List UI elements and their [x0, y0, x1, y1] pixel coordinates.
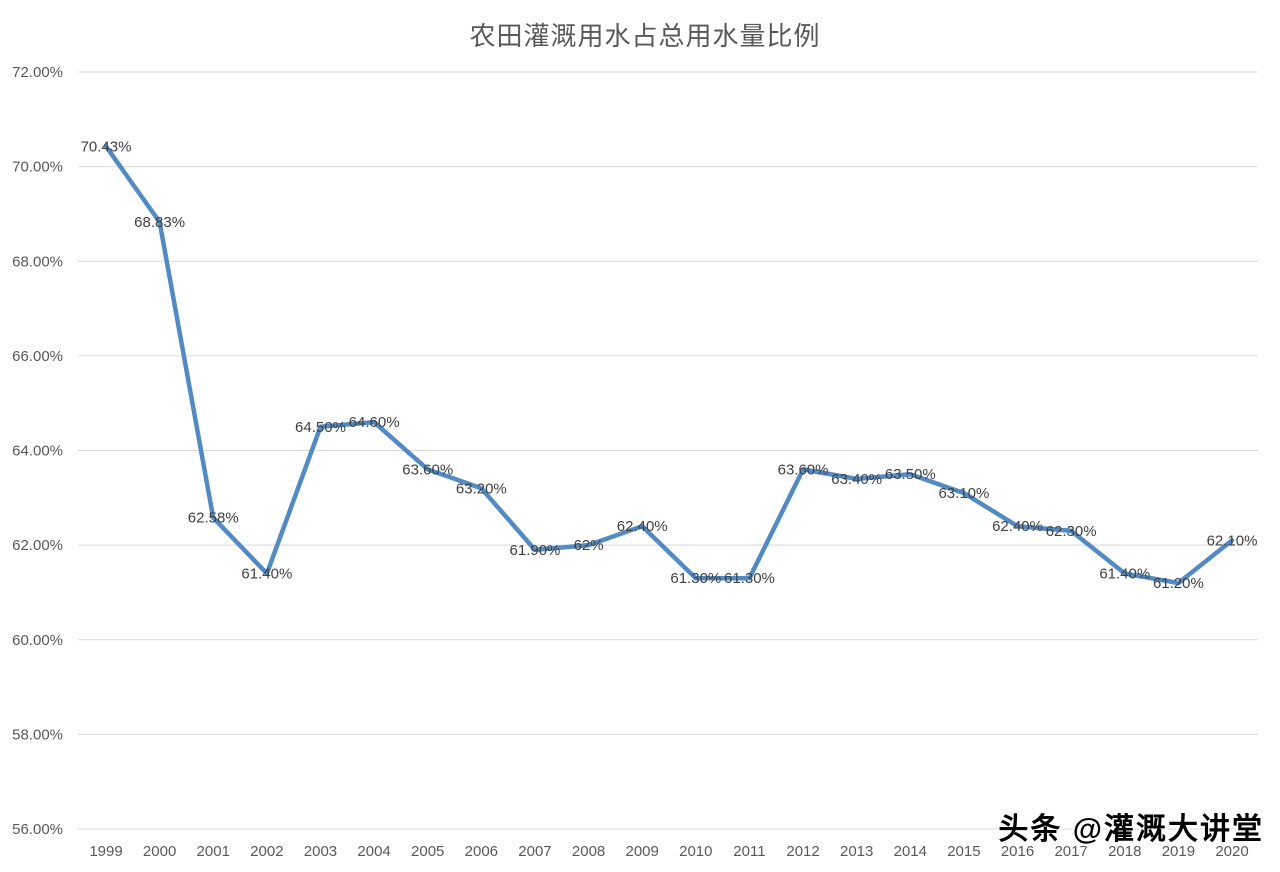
data-point-label: 63.20%	[456, 480, 507, 497]
x-tick-label: 2005	[411, 843, 444, 860]
x-tick-label: 2017	[1054, 843, 1087, 860]
data-point-label: 63.60%	[402, 461, 453, 478]
x-tick-label: 2012	[786, 843, 819, 860]
x-tick-label: 2006	[465, 843, 498, 860]
data-point-label: 61.40%	[1099, 566, 1150, 583]
data-point-label: 63.50%	[885, 466, 936, 483]
data-point-label: 61.30%	[670, 570, 721, 587]
data-point-label: 61.90%	[510, 542, 561, 559]
y-tick-label: 68.00%	[12, 253, 63, 270]
y-tick-label: 64.00%	[12, 443, 63, 460]
x-tick-label: 2001	[197, 843, 230, 860]
y-tick-label: 60.00%	[12, 632, 63, 649]
x-tick-label: 2015	[947, 843, 980, 860]
y-tick-label: 56.00%	[12, 821, 63, 838]
x-tick-label: 2013	[840, 843, 873, 860]
data-point-label: 61.20%	[1153, 575, 1204, 592]
x-tick-label: 2010	[679, 843, 712, 860]
data-point-label: 62.10%	[1207, 532, 1258, 549]
data-point-label: 61.30%	[724, 570, 775, 587]
data-point-label: 62.40%	[992, 518, 1043, 535]
chart-title: 农田灌溉用水占总用水量比例	[469, 21, 821, 51]
y-tick-label: 62.00%	[12, 537, 63, 554]
x-tick-label: 2002	[250, 843, 283, 860]
watermark: 头条 @灌溉大讲堂	[998, 813, 1264, 846]
y-tick-label: 58.00%	[12, 726, 63, 743]
y-tick-label: 70.00%	[12, 159, 63, 176]
y-tick-label: 72.00%	[12, 64, 63, 81]
x-tick-label: 2000	[143, 843, 176, 860]
x-tick-label: 2004	[357, 843, 390, 860]
x-tick-label: 2016	[1001, 843, 1034, 860]
x-tick-label: 2018	[1108, 843, 1141, 860]
x-tick-label: 2020	[1215, 843, 1248, 860]
data-point-label: 61.40%	[241, 566, 292, 583]
data-point-label: 62.40%	[617, 518, 668, 535]
data-point-label: 63.60%	[778, 461, 829, 478]
x-tick-label: 1999	[89, 843, 122, 860]
x-tick-label: 2009	[626, 843, 659, 860]
x-tick-label: 2019	[1162, 843, 1195, 860]
data-point-label: 63.40%	[831, 471, 882, 488]
data-point-label: 70.43%	[81, 138, 132, 155]
y-tick-label: 66.00%	[12, 348, 63, 365]
data-point-label: 62%	[574, 537, 604, 554]
data-point-label: 64.60%	[349, 414, 400, 431]
data-point-label: 63.10%	[938, 485, 989, 502]
x-tick-label: 2008	[572, 843, 605, 860]
data-point-label: 62.58%	[188, 510, 239, 527]
data-point-label: 64.50%	[295, 419, 346, 436]
x-tick-label: 2003	[304, 843, 337, 860]
series-line	[103, 144, 1235, 586]
x-tick-label: 2014	[894, 843, 927, 860]
x-tick-label: 2011	[733, 843, 765, 860]
data-point-label: 62.30%	[1046, 523, 1097, 540]
data-point-label: 68.83%	[134, 214, 185, 231]
x-tick-label: 2007	[518, 843, 551, 860]
